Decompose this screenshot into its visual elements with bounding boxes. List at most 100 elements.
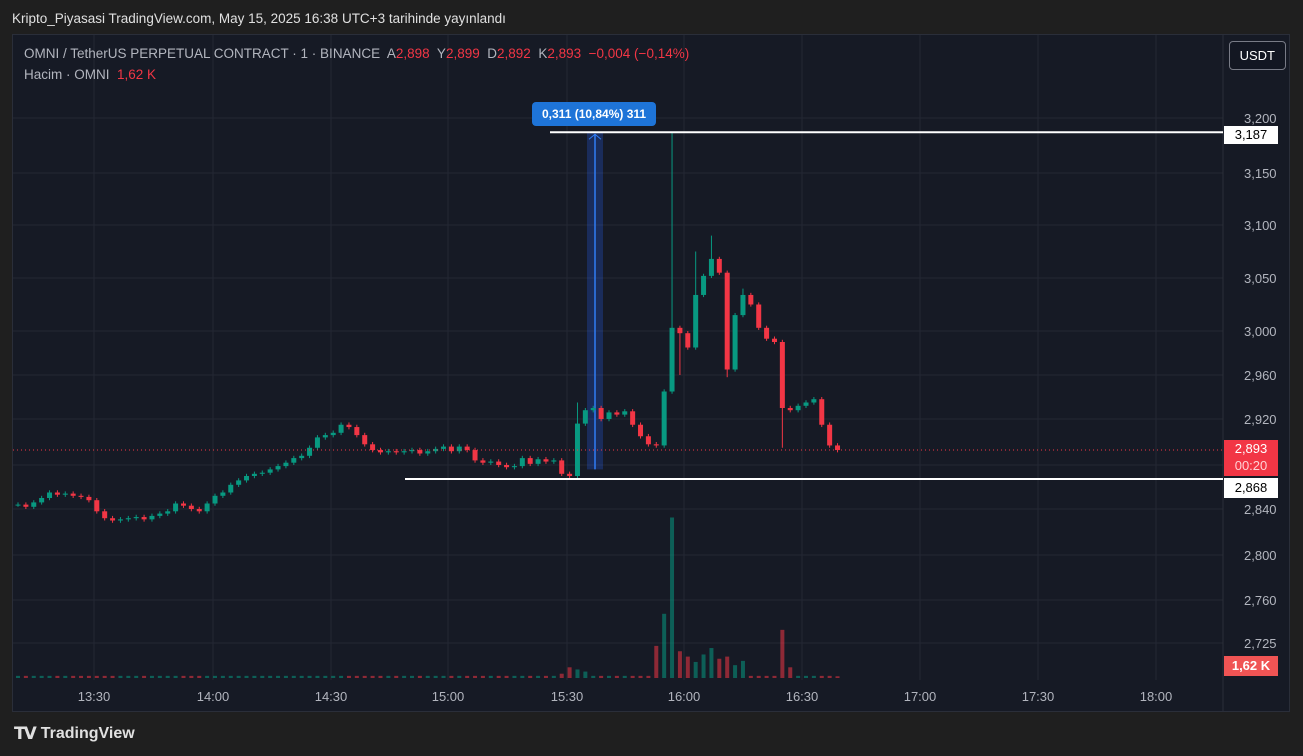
volume-legend: Hacim · OMNI 1,62 K: [24, 67, 156, 82]
volume-bar: [118, 675, 123, 678]
volume-bar: [252, 675, 257, 678]
currency-button[interactable]: USDT: [1228, 41, 1286, 70]
volume-bar: [630, 675, 635, 678]
candle-body: [299, 455, 305, 459]
volume-bar: [331, 675, 336, 678]
volume-title[interactable]: Hacim · OMNI: [24, 67, 110, 82]
candle-body: [31, 502, 37, 507]
countdown: 00:20: [1234, 458, 1268, 473]
volume-bar: [157, 675, 162, 678]
volume-bar: [276, 675, 281, 678]
y-tick-label: 2,800: [1244, 548, 1277, 563]
candle-body: [771, 338, 777, 342]
candle-body: [472, 450, 478, 461]
volume-bar: [788, 667, 793, 678]
volume-bar: [339, 675, 344, 678]
volume-bar: [488, 675, 493, 678]
volume-bar: [417, 675, 422, 678]
candle-body: [701, 275, 707, 295]
candle-body: [645, 436, 651, 445]
candle-body: [370, 444, 376, 451]
volume-bar: [748, 675, 753, 678]
candle-body: [827, 424, 833, 446]
volume-bar: [102, 675, 107, 678]
volume-bar: [228, 675, 233, 678]
candle-body: [338, 424, 344, 433]
volume-bar: [189, 675, 194, 678]
candle-body: [165, 511, 171, 514]
candle-body: [598, 408, 604, 419]
candle-body: [622, 411, 628, 415]
volume-bar: [71, 675, 76, 678]
candle-body: [638, 424, 644, 437]
candle-body: [393, 451, 399, 453]
candle-body: [110, 518, 116, 521]
y-tick-label: 3,150: [1244, 166, 1277, 181]
volume-bar: [23, 675, 28, 678]
last-price-tag: 2,893 00:20: [1224, 440, 1278, 476]
x-tick-label: 16:30: [786, 689, 819, 704]
candle-body: [511, 466, 517, 468]
volume-bar: [677, 651, 682, 678]
candle-body: [448, 446, 454, 452]
volume-bar: [165, 675, 170, 678]
candle-body: [677, 327, 683, 334]
candle-body: [362, 435, 368, 445]
volume-bar: [173, 675, 178, 678]
high-label: Y: [436, 46, 446, 61]
volume-bar: [370, 675, 375, 678]
candle-body: [519, 458, 525, 467]
volume-bar: [425, 675, 430, 678]
close-label: K: [538, 46, 548, 61]
candle-body: [716, 258, 722, 273]
x-tick-label: 15:00: [432, 689, 465, 704]
volume-bar: [47, 675, 52, 678]
y-tick-label: 3,000: [1244, 324, 1277, 339]
volume-bar: [717, 658, 722, 678]
volume-bar: [536, 675, 541, 678]
chart-canvas[interactable]: 3,200 3,150 3,100 3,050 3,000 2,960 2,920 2,840…: [13, 35, 1290, 712]
candle-body: [196, 509, 202, 512]
volume-bar: [16, 675, 20, 678]
candle-body: [614, 412, 620, 415]
y-tick-label: 2,840: [1244, 502, 1277, 517]
volume-bar: [307, 675, 312, 678]
candle-body: [567, 473, 573, 476]
candle-body: [417, 450, 423, 454]
candle-body: [590, 408, 596, 411]
last-price: 2,893: [1234, 441, 1268, 456]
volume-bar: [31, 675, 36, 678]
candle-body: [322, 435, 328, 438]
volume-bar: [402, 675, 407, 678]
candle-body: [787, 408, 793, 411]
symbol-title[interactable]: OMNI / TetherUS PERPETUAL CONTRACT · 1 ·…: [24, 46, 381, 61]
volume-bar: [94, 675, 99, 678]
y-tick-label: 3,100: [1244, 218, 1277, 233]
candle-body: [748, 294, 754, 305]
candle-body: [377, 450, 383, 453]
volume-bar: [528, 675, 533, 678]
candle-body: [685, 333, 691, 348]
top-line-price-tag: 3,187: [1224, 126, 1278, 144]
candle-body: [47, 492, 53, 498]
y-tick-label: 2,760: [1244, 593, 1277, 608]
volume-bar: [63, 675, 68, 678]
chart-pane[interactable]: 3,200 3,150 3,100 3,050 3,000 2,960 2,920 2,840…: [12, 34, 1290, 712]
volume-bar: [614, 675, 619, 678]
candle-body: [267, 469, 273, 473]
candle-body: [346, 424, 352, 428]
measure-arrowhead: [588, 133, 602, 140]
volume-bar: [480, 675, 485, 678]
x-tick-label: 15:30: [551, 689, 584, 704]
candle-body: [385, 451, 391, 453]
candle-body: [94, 500, 100, 512]
volume-bar: [315, 675, 320, 678]
volume-bar: [756, 675, 761, 678]
candle-body: [551, 460, 557, 462]
volume-bar: [205, 675, 210, 678]
volume-bar: [386, 675, 391, 678]
volume-bar: [291, 675, 296, 678]
volume-bar: [126, 675, 131, 678]
tradingview-logo[interactable]: 𝗧𝗩 TradingView: [14, 724, 135, 744]
candle-body: [441, 446, 447, 449]
